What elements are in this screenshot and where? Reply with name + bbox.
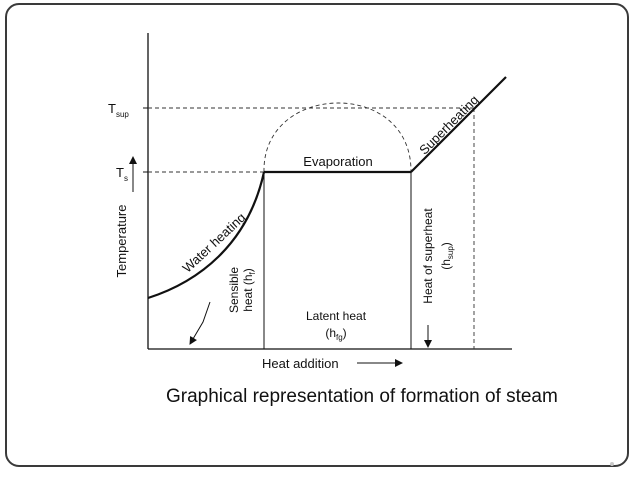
latent-heat-label: Latent heat <box>306 309 367 323</box>
heat-of-superheat-symbol: (hsup) <box>439 242 455 270</box>
dashed-dome <box>263 102 412 173</box>
x-axis-label: Heat addition <box>262 356 339 371</box>
y-axis-label: Temperature <box>114 205 129 278</box>
ts-label: Ts <box>116 165 128 183</box>
superheating-line <box>410 76 507 173</box>
sensible-heat-arrow <box>189 301 211 345</box>
evaporation-label: Evaporation <box>303 154 372 169</box>
sensible-heat-symbol: heat (hf) <box>241 268 257 312</box>
sensible-heat-label: Sensible <box>227 267 241 313</box>
water-heating-label: Water heating <box>179 210 248 276</box>
water-heating-curve <box>147 171 266 300</box>
superheating-label: Superheating <box>416 92 481 157</box>
slide-corner-dot <box>610 462 614 466</box>
slide-caption: Graphical representation of formation of… <box>166 386 558 407</box>
slide-frame <box>5 3 629 467</box>
latent-heat-symbol: (hfg) <box>325 326 346 342</box>
heat-of-superheat-label: Heat of superheat <box>421 208 435 304</box>
tsup-label: Tsup <box>108 101 129 119</box>
